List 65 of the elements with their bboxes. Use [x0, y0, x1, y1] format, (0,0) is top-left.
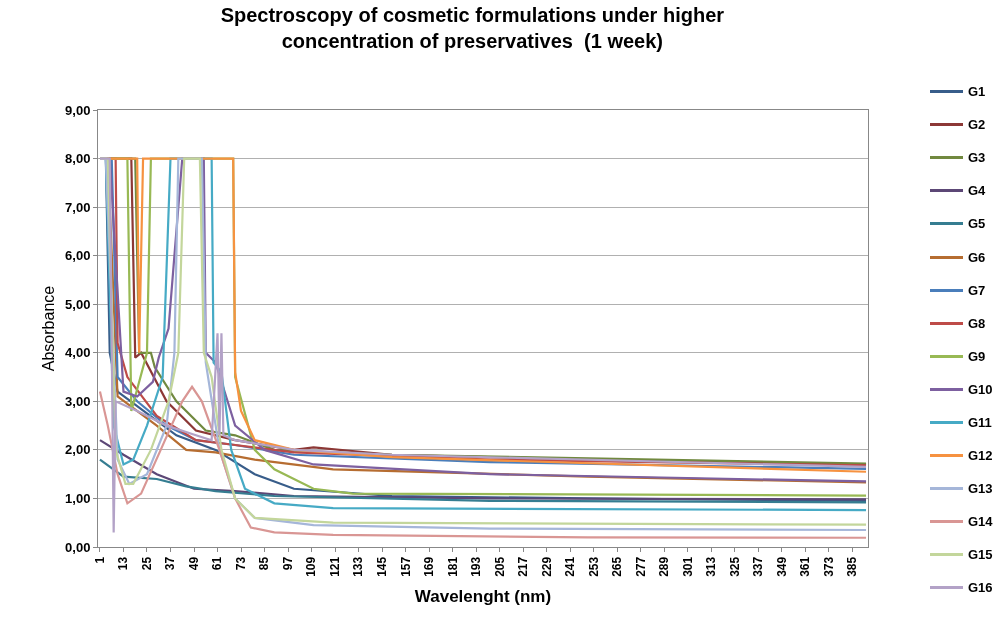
- x-tick-label: 193: [469, 556, 484, 577]
- x-tick-label: 205: [492, 556, 507, 577]
- x-tick-label: 97: [280, 556, 295, 571]
- x-tick-label: 325: [727, 556, 742, 577]
- legend-label: G13: [968, 481, 993, 497]
- legend-label: G15: [968, 547, 993, 563]
- y-tick-label: 9,00: [65, 102, 91, 118]
- legend-label: G6: [968, 249, 986, 265]
- x-tick-label: 229: [539, 556, 554, 577]
- legend-label: G1: [968, 84, 986, 100]
- x-tick-label: 13: [116, 556, 131, 571]
- x-tick-label: 49: [186, 556, 201, 571]
- legend-label: G4: [968, 183, 986, 199]
- x-tick-label: 289: [657, 556, 672, 577]
- y-tick-label: 2,00: [65, 442, 91, 458]
- y-tick-label: 1,00: [65, 490, 91, 506]
- legend-label: G11: [968, 414, 992, 430]
- x-tick-label: 277: [633, 556, 648, 577]
- chart-title: Spectroscopy of cosmetic formulations under higher concentration of preservatives (1 week): [220, 4, 725, 53]
- line-series: [98, 458, 868, 504]
- y-tick-label: 3,00: [65, 393, 91, 409]
- y-tick-label: 8,00: [65, 151, 91, 167]
- y-tick-label: 4,00: [65, 345, 91, 361]
- x-tick-label: 109: [304, 556, 319, 577]
- y-axis-title: Absorbance: [39, 285, 57, 372]
- x-tick-label: 157: [398, 556, 413, 577]
- x-tick-label: 313: [704, 556, 719, 577]
- x-tick-label: 217: [516, 556, 531, 577]
- legend-label: G10: [968, 381, 993, 397]
- legend-label: G14: [968, 514, 993, 530]
- legend-label: G3: [968, 150, 986, 166]
- x-tick-label: 61: [210, 556, 225, 571]
- x-tick-label: 241: [563, 556, 578, 577]
- line-series: [98, 439, 868, 501]
- legend-label: G12: [968, 448, 993, 464]
- x-tick-label: 301: [680, 556, 695, 577]
- x-tick-label: 145: [375, 556, 389, 577]
- x-tick-label: 373: [821, 556, 836, 577]
- legend-label: G7: [968, 282, 986, 298]
- legend-label: G5: [968, 216, 986, 232]
- x-tick-label: 349: [774, 556, 789, 577]
- legend-label: G8: [968, 315, 986, 331]
- x-tick-label: 169: [422, 556, 437, 577]
- y-tick-label: 7,00: [65, 199, 91, 215]
- x-axis-title: Wavelenght (nm): [414, 587, 552, 607]
- line-series: [98, 385, 868, 539]
- y-tick-label: 0,00: [65, 539, 91, 555]
- x-tick-label: 25: [139, 556, 154, 571]
- legend-label: G9: [968, 348, 986, 364]
- x-tick-label: 265: [610, 556, 625, 577]
- y-tick-label: 5,00: [65, 296, 91, 312]
- x-tick-label: 181: [445, 556, 460, 577]
- x-tick-label: 1: [92, 556, 107, 564]
- x-tick-label: 337: [751, 556, 766, 577]
- x-tick-label: 85: [257, 556, 272, 571]
- legend-label: G16: [968, 580, 993, 596]
- x-tick-label: 385: [845, 556, 860, 577]
- y-tick-label: 6,00: [65, 248, 91, 264]
- x-tick-label: 133: [351, 556, 366, 577]
- x-tick-label: 121: [327, 556, 342, 577]
- x-tick-label: 253: [586, 556, 601, 577]
- legend-label: G2: [968, 117, 986, 133]
- x-tick-label: 361: [798, 556, 813, 577]
- x-tick-label: 37: [163, 556, 178, 571]
- x-tick-label: 73: [233, 556, 248, 571]
